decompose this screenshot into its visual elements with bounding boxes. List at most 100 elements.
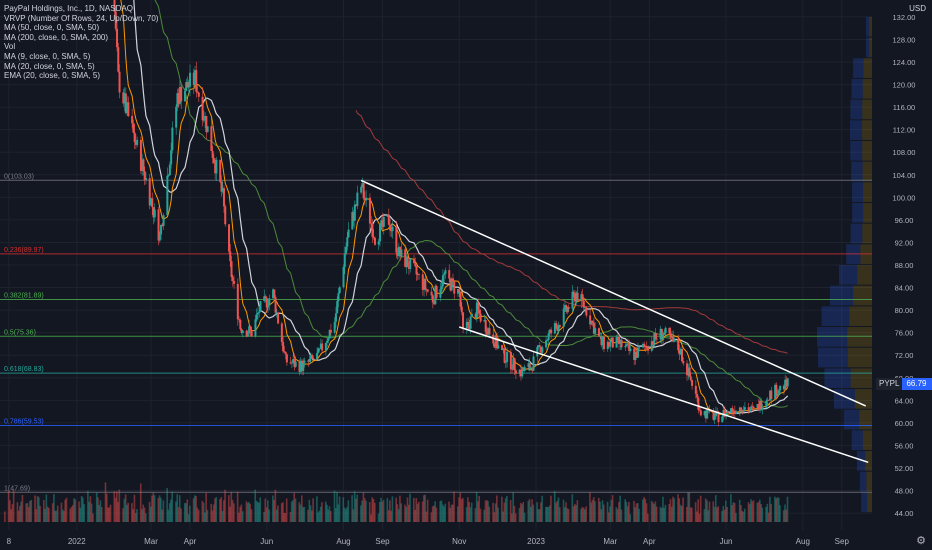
- candle-body: [368, 197, 371, 224]
- price-axis-label: 48.00: [895, 487, 914, 496]
- legend-title[interactable]: PayPal Holdings, Inc., 1D, NASDAQ: [4, 4, 133, 13]
- volume-bar: [318, 510, 321, 522]
- price-axis[interactable]: 132.00 128.00 124.00 120.00 116.00 112.00 108.…: [893, 13, 916, 518]
- volume-bar: [285, 498, 288, 522]
- volume-bar: [201, 500, 204, 522]
- candle-body: [285, 354, 288, 363]
- candle-body: [557, 325, 560, 331]
- time-axis[interactable]: 8 2022 Mar Apr Jun Aug Sep Nov 2023 Mar Apr Jun Aug S…: [7, 537, 850, 546]
- volume-profile-down: [866, 471, 872, 492]
- volume-bar: [747, 502, 750, 522]
- candle-body: [721, 416, 724, 423]
- volume-bar: [51, 503, 54, 522]
- price-axis-label: 92.00: [895, 238, 914, 247]
- volume-bar: [319, 506, 322, 522]
- volume-bar: [626, 506, 629, 522]
- candle-body: [233, 280, 236, 284]
- volume-bar: [82, 497, 84, 522]
- candle-body: [397, 246, 400, 256]
- volume-bar: [553, 491, 556, 522]
- volume-bar: [470, 502, 473, 522]
- legend-indicator[interactable]: MA (50, close, 0, SMA, 50): [4, 23, 100, 33]
- candle-body: [205, 116, 208, 133]
- candle-body: [751, 406, 754, 408]
- volume-bar: [557, 497, 560, 522]
- legend-indicator[interactable]: Vol: [4, 42, 16, 52]
- candle-body: [682, 361, 685, 364]
- candle-body: [619, 340, 622, 345]
- volume-bar: [634, 507, 637, 522]
- volume-bar: [356, 494, 358, 522]
- legend-indicator[interactable]: MA (200, close, 0, SMA, 200): [4, 32, 109, 42]
- candle-body: [650, 341, 653, 351]
- candle-body: [580, 294, 583, 302]
- candle-body: [175, 106, 178, 128]
- candle-body: [249, 326, 252, 331]
- candle-body: [343, 253, 346, 268]
- candle-body: [118, 71, 121, 93]
- legend-indicator[interactable]: MA (20, close, 0, SMA, 5): [4, 61, 95, 71]
- volume-bar: [377, 513, 380, 522]
- candle-body: [423, 278, 426, 290]
- volume-bar: [175, 501, 177, 522]
- candle-body: [562, 308, 565, 327]
- volume-bar: [777, 497, 780, 522]
- volume-bar: [497, 507, 499, 522]
- volume-bar: [229, 506, 231, 522]
- candle-body: [531, 367, 534, 371]
- volume-bar: [467, 497, 469, 522]
- volume-bar: [9, 500, 11, 522]
- candle-body: [687, 367, 690, 376]
- candle-body: [599, 336, 602, 337]
- volume-bar: [54, 510, 56, 522]
- volume-bar: [365, 500, 367, 522]
- candle-body: [299, 360, 302, 372]
- candle-body: [347, 229, 350, 238]
- volume-bar: [468, 502, 470, 522]
- volume-bar: [760, 504, 762, 522]
- volume-bar: [779, 505, 781, 522]
- volume-bar: [774, 496, 776, 522]
- volume-bar: [503, 502, 506, 522]
- time-axis-label: Apr: [643, 537, 656, 546]
- volume-bar: [731, 505, 733, 522]
- candle-body: [536, 347, 539, 357]
- candle-body: [294, 361, 297, 367]
- volume-bar: [732, 502, 735, 522]
- candle-body: [416, 274, 419, 275]
- volume-bar: [158, 495, 161, 522]
- candle-body: [114, 11, 117, 29]
- legend-indicator[interactable]: MA (9, close, 0, SMA, 5): [4, 51, 91, 61]
- candle-body: [777, 390, 780, 394]
- candle-body: [309, 354, 312, 359]
- candle-body: [272, 289, 275, 299]
- volume-bar: [699, 495, 702, 522]
- candle-body: [575, 292, 578, 302]
- fib-level-label: 0.5(75.36): [4, 329, 36, 336]
- candle-body: [594, 328, 597, 334]
- volume-bar: [504, 498, 507, 522]
- volume-bar: [550, 495, 552, 522]
- volume-bar: [240, 504, 243, 522]
- candle-body: [250, 330, 253, 337]
- candle-body: [363, 198, 366, 201]
- candle-body: [187, 86, 190, 88]
- volume-bar: [487, 501, 489, 522]
- legend-indicator[interactable]: EMA (20, close, 0, SMA, 5): [4, 71, 101, 81]
- trendlines[interactable]: [360, 179, 869, 464]
- legend-indicator[interactable]: VRVP (Number Of Rows, 24, Up/Down, 70): [4, 13, 159, 23]
- volume-bar: [192, 498, 195, 522]
- gear-icon[interactable]: ⚙: [916, 535, 926, 547]
- candle-body: [424, 278, 427, 290]
- candle-body: [431, 295, 434, 303]
- candle-body: [307, 360, 310, 362]
- candle-body: [273, 289, 276, 298]
- volume-bar: [589, 492, 591, 522]
- currency-label[interactable]: USD: [909, 4, 926, 13]
- volume-bar: [160, 497, 162, 522]
- candle-body: [576, 292, 579, 302]
- volume-bar: [133, 494, 136, 522]
- volume-profile-up: [818, 347, 848, 368]
- volume-bar: [558, 507, 561, 522]
